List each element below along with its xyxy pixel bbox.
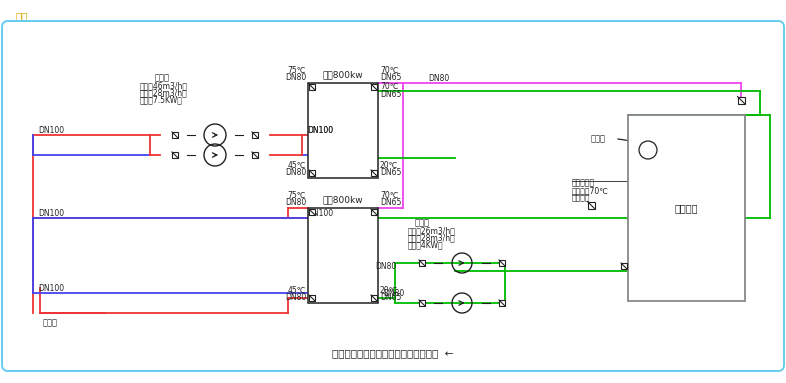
Text: 流量：46m3/h；: 流量：46m3/h； (140, 81, 188, 90)
Bar (371, 170, 377, 176)
Text: DN100: DN100 (307, 209, 333, 218)
Bar (172, 132, 178, 138)
Text: DN80: DN80 (285, 168, 306, 177)
Bar (309, 84, 315, 90)
Text: 75℃: 75℃ (288, 191, 306, 200)
Bar (172, 152, 178, 158)
Text: DN100: DN100 (307, 126, 333, 135)
Text: DN65: DN65 (380, 293, 402, 302)
Text: DN65: DN65 (380, 73, 402, 82)
Text: DN65: DN65 (380, 198, 402, 207)
Bar (737, 97, 744, 103)
Bar (419, 260, 425, 266)
Text: 循环泵: 循环泵 (415, 218, 430, 227)
Text: 功率：7.5KW；: 功率：7.5KW； (140, 95, 183, 104)
Bar (419, 300, 425, 306)
Bar (309, 170, 315, 176)
Text: 70℃: 70℃ (380, 66, 399, 75)
Text: 水泵启动: 水泵启动 (572, 193, 590, 202)
Text: 70℃: 70℃ (380, 191, 399, 200)
Bar (309, 209, 315, 215)
Text: 板换800kw: 板换800kw (323, 195, 363, 204)
Text: 补水／: 补水／ (591, 134, 606, 144)
Text: DN80: DN80 (285, 293, 306, 302)
Bar (371, 209, 377, 215)
Text: DN100: DN100 (38, 209, 64, 218)
Text: 45℃: 45℃ (288, 286, 306, 295)
Bar (309, 295, 315, 301)
Text: 功率：4KW；: 功率：4KW； (408, 240, 443, 249)
Bar (252, 132, 258, 138)
Text: 热媒泵: 热媒泵 (155, 73, 170, 82)
Text: 扯程：28m3/h；: 扯程：28m3/h； (408, 233, 456, 242)
Bar (371, 84, 377, 90)
Text: 20℃: 20℃ (380, 161, 399, 170)
Bar (371, 295, 377, 301)
Text: 热水槽: 热水槽 (43, 318, 58, 327)
Text: 温度传感器: 温度传感器 (572, 178, 595, 187)
Text: 20℃: 20℃ (380, 286, 399, 295)
Text: DN100: DN100 (38, 126, 64, 135)
Bar (587, 201, 594, 208)
Text: 75℃: 75℃ (288, 66, 306, 75)
Text: 软化水算: 软化水算 (674, 203, 698, 213)
Text: 商牛: 商牛 (16, 11, 28, 21)
Text: DN65: DN65 (380, 90, 402, 99)
Text: 45℃: 45℃ (288, 161, 306, 170)
Bar (308, 208, 378, 303)
Text: 扯程：28m3/h；: 扯程：28m3/h； (140, 88, 188, 97)
Bar (252, 152, 258, 158)
Text: DN100: DN100 (307, 126, 333, 135)
Text: 水温低买70℃: 水温低买70℃ (572, 186, 609, 195)
Bar (621, 263, 627, 269)
Bar (499, 260, 505, 266)
Text: 板换800kw: 板换800kw (323, 70, 363, 79)
Text: DN80: DN80 (285, 198, 306, 207)
Text: DN100: DN100 (38, 284, 64, 293)
Text: DN80: DN80 (428, 74, 450, 83)
Text: DN80: DN80 (285, 73, 306, 82)
Text: DN80: DN80 (375, 262, 396, 271)
Bar (628, 115, 745, 301)
Text: 70℃: 70℃ (380, 82, 399, 91)
Text: DN80: DN80 (383, 289, 404, 298)
Text: DN65: DN65 (380, 168, 402, 177)
Bar (499, 300, 505, 306)
Text: 某工厂废热回收给锅炉软水预热系统图  ←: 某工厂废热回收给锅炉软水预热系统图 ← (332, 348, 454, 358)
Bar (308, 83, 378, 178)
Text: 流量：26m3/h；: 流量：26m3/h； (408, 226, 456, 235)
